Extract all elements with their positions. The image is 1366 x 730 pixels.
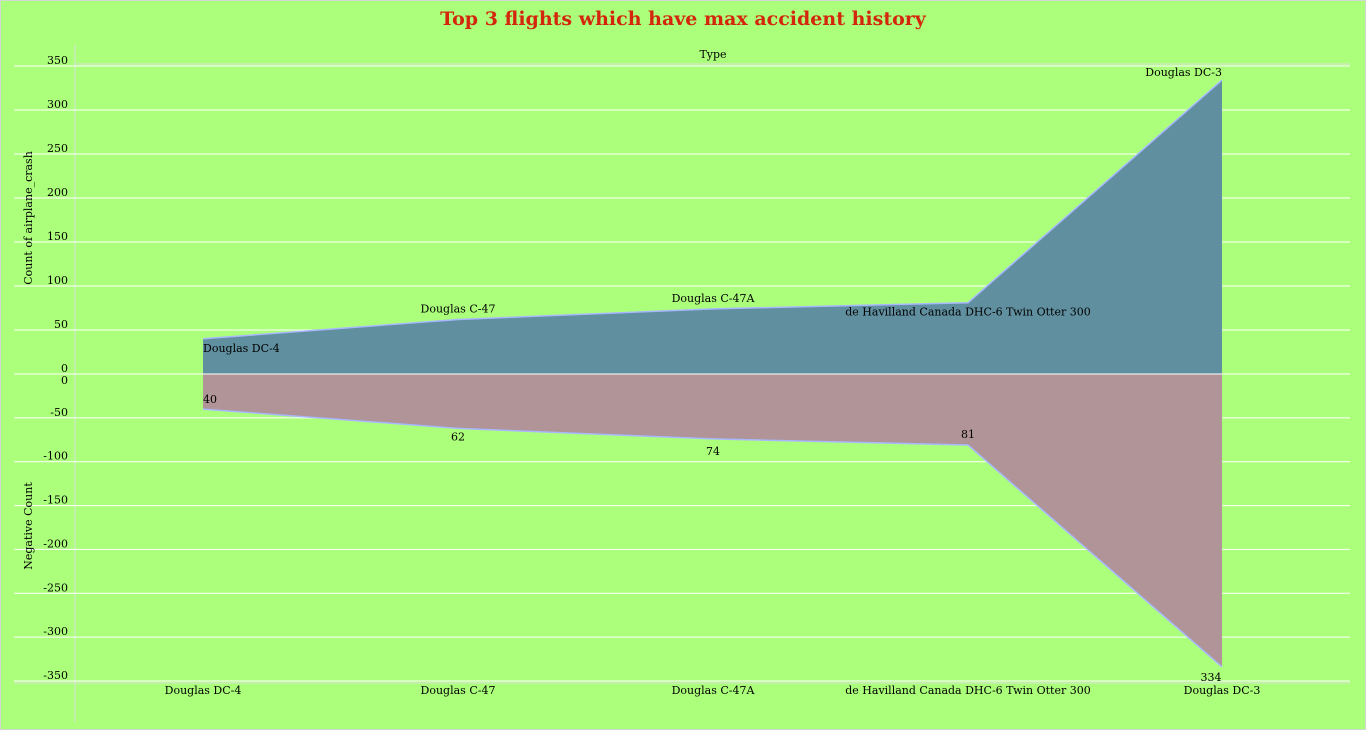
value-data-label: 334 [1201, 671, 1222, 684]
x-tick-label: Douglas DC-4 [165, 684, 242, 697]
y-tick-label: -350 [43, 669, 68, 682]
areas [202, 79, 1223, 668]
area-count [203, 80, 1222, 374]
y-axis-label-bottom: Negative Count [22, 482, 35, 570]
line-count [202, 79, 1223, 340]
y-tick-label: -100 [43, 450, 68, 463]
y-tick-labels: 0 50 100 150 200 250 300 350 0 -50 -100 -150 -200 -25… [43, 54, 68, 682]
y-tick-label: 250 [47, 142, 68, 155]
y-tick-label: 150 [47, 230, 68, 243]
x-tick-labels: Douglas DC-4 Douglas C-47 Douglas C-47A de … [165, 684, 1261, 697]
y-tick-label: 300 [47, 98, 68, 111]
y-tick-label: -200 [43, 537, 68, 550]
x-tick-label: Douglas C-47 [421, 684, 496, 697]
x-tick-label: Douglas C-47A [672, 684, 756, 697]
category-data-label: Douglas C-47 [421, 302, 496, 315]
y-tick-label: -250 [43, 581, 68, 594]
category-data-label: Douglas DC-4 [203, 342, 280, 355]
line-negative-count [202, 408, 1223, 668]
column-header: Type [699, 48, 726, 61]
x-tick-label: de Havilland Canada DHC-6 Twin Otter 300 [845, 684, 1090, 697]
data-labels: Douglas DC-4 Douglas C-47 Douglas C-47A de … [203, 66, 1222, 684]
category-data-label: Douglas DC-3 [1145, 66, 1222, 79]
area-negative-count [203, 374, 1222, 667]
y-tick-label: 200 [47, 186, 68, 199]
value-data-label: 74 [706, 445, 720, 458]
x-tick-label: Douglas DC-3 [1184, 684, 1261, 697]
y-tick-label: 50 [54, 318, 68, 331]
category-data-label: Douglas C-47A [672, 292, 756, 305]
y-tick-label: -150 [43, 494, 68, 507]
y-tick-label: 350 [47, 54, 68, 67]
value-data-label: 40 [203, 393, 217, 406]
y-tick-label: 0 [61, 374, 68, 387]
grid-lines [14, 45, 1350, 722]
category-data-label: de Havilland Canada DHC-6 Twin Otter 300 [845, 306, 1090, 319]
y-tick-label: 100 [47, 274, 68, 287]
chart-title: Top 3 flights which have max accident hi… [440, 8, 926, 30]
value-data-label: 62 [451, 430, 465, 443]
y-axis-label-top: Count of airplane_crash [22, 151, 35, 285]
y-tick-label: -300 [43, 625, 68, 638]
y-tick-label: -50 [50, 406, 68, 419]
y-tick-label: 0 [61, 362, 68, 375]
value-data-label: 81 [961, 428, 975, 441]
